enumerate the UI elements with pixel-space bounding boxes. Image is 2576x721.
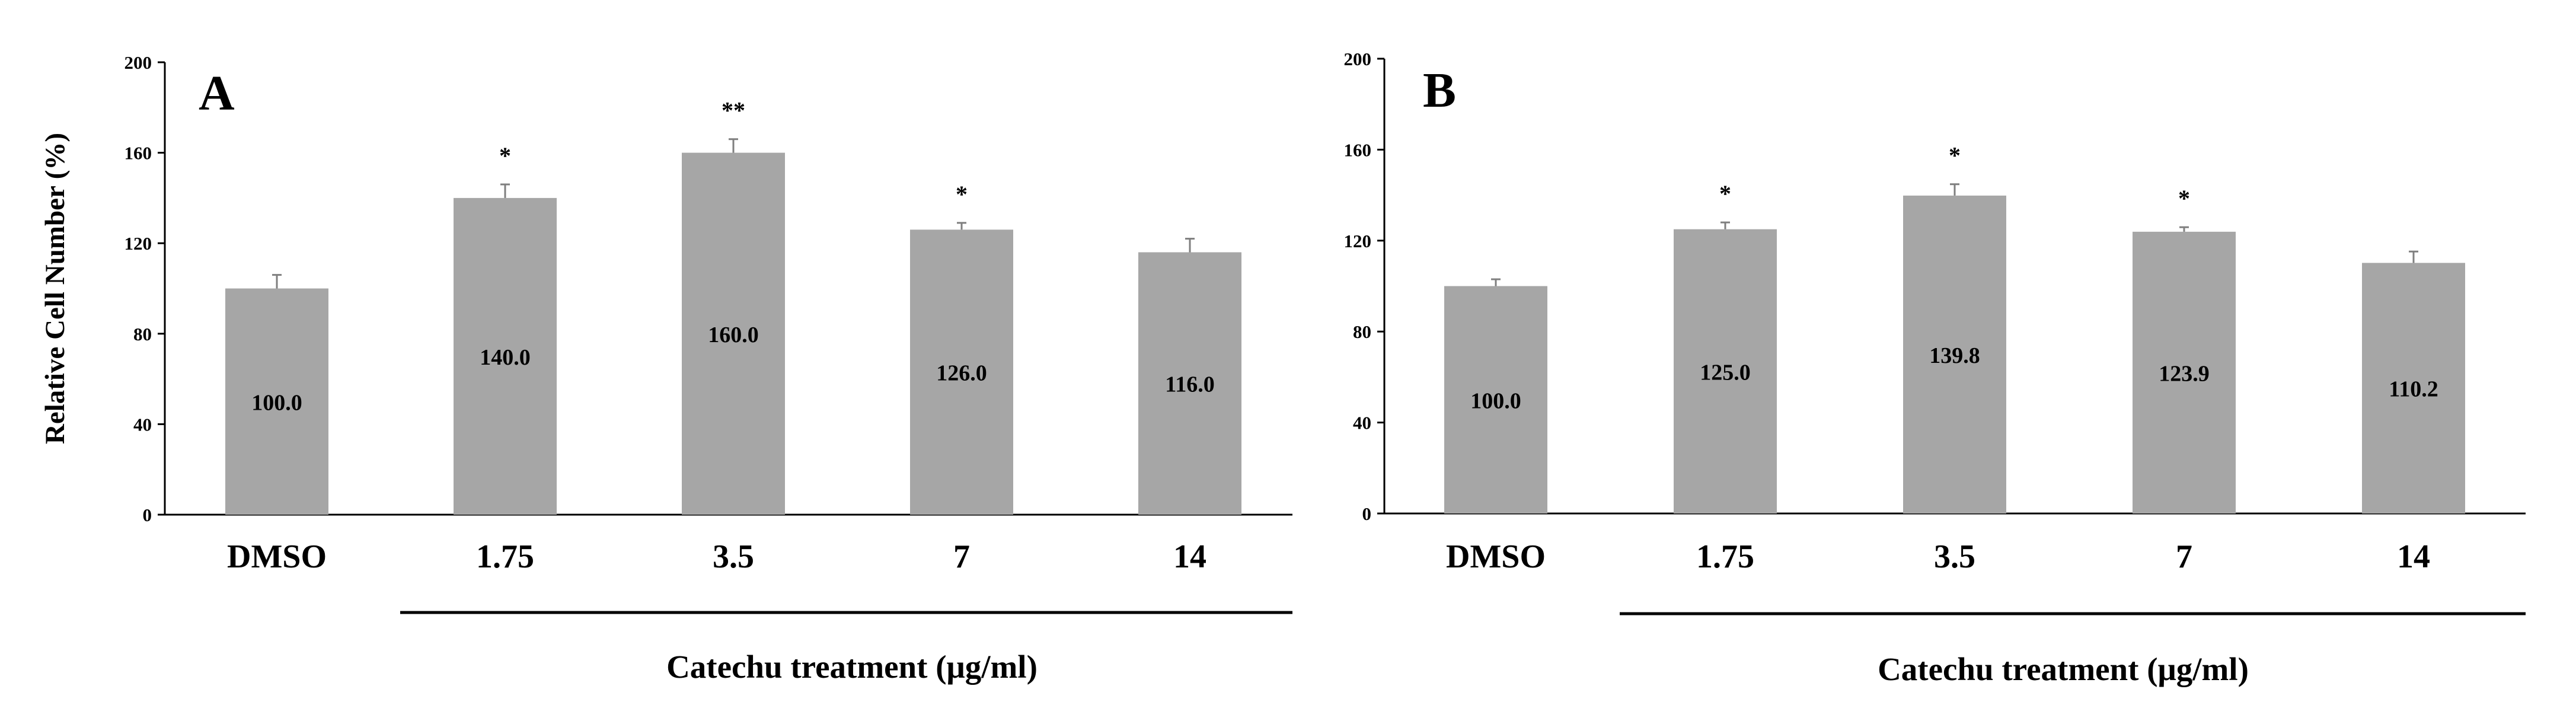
data-label: 116.0 bbox=[1165, 372, 1214, 397]
x-tick-label: 1.75 bbox=[1696, 538, 1754, 575]
x-tick-label: DMSO bbox=[227, 538, 327, 575]
significance-marker: * bbox=[956, 181, 968, 208]
y-tick-label: 160 bbox=[125, 143, 152, 164]
bar-1-75 bbox=[454, 197, 557, 515]
x-tick-label: 7 bbox=[953, 538, 970, 575]
y-tick-label: 200 bbox=[1344, 49, 1372, 69]
data-label: 160.0 bbox=[708, 323, 759, 347]
y-tick-label: 80 bbox=[133, 324, 152, 344]
x-tick-label: 14 bbox=[2397, 538, 2430, 575]
significance-marker: ** bbox=[722, 97, 745, 124]
y-tick-label: 0 bbox=[1362, 503, 1372, 524]
x-tick-label: 7 bbox=[2176, 538, 2192, 575]
bar-3-5 bbox=[682, 152, 785, 515]
panel-label: B bbox=[1423, 63, 1456, 118]
bar-1-75 bbox=[1674, 229, 1777, 513]
data-label: 139.8 bbox=[1929, 343, 1980, 368]
significance-marker: * bbox=[1719, 180, 1731, 207]
y-tick-label: 0 bbox=[143, 505, 152, 525]
data-label: 126.0 bbox=[936, 361, 987, 386]
significance-marker: * bbox=[1949, 142, 1961, 169]
data-label: 123.9 bbox=[2159, 361, 2210, 386]
bar-3-5 bbox=[1903, 195, 2006, 513]
y-tick-label: 160 bbox=[1344, 139, 1372, 160]
y-tick-label: 200 bbox=[125, 52, 152, 73]
bar-dmso bbox=[225, 288, 328, 515]
bar-dmso bbox=[1444, 286, 1547, 513]
x-axis-label: Catechu treatment (μg/ml) bbox=[1878, 651, 2249, 687]
y-tick-label: 120 bbox=[125, 233, 152, 254]
y-tick-label: 40 bbox=[1353, 413, 1371, 433]
significance-marker: * bbox=[499, 142, 511, 169]
panel-b-chart: 0 40 80 120 160 200 100.0 DMSO 125.0 * 1.75 139.8 * 3… bbox=[1344, 49, 2526, 687]
data-label: 100.0 bbox=[251, 390, 302, 415]
panel-a-chart: 04080120160200100.0DMSO140.0*1.75160.0**… bbox=[40, 52, 1292, 685]
y-tick-label: 120 bbox=[1344, 231, 1372, 251]
y-axis-label: Relative Cell Number (%) bbox=[40, 133, 71, 444]
y-tick-label: 80 bbox=[1353, 321, 1371, 342]
bar-7 bbox=[2133, 231, 2236, 513]
x-tick-label: DMSO bbox=[1446, 538, 1546, 575]
data-label: 140.0 bbox=[480, 345, 531, 370]
bar-14 bbox=[2362, 263, 2465, 513]
data-label: 125.0 bbox=[1700, 360, 1751, 385]
data-label: 100.0 bbox=[1470, 388, 1521, 413]
y-tick-label: 40 bbox=[133, 414, 152, 435]
x-tick-label: 1.75 bbox=[476, 538, 534, 575]
panel-label: A bbox=[199, 66, 235, 121]
bar-14 bbox=[1138, 252, 1241, 515]
x-tick-label: 3.5 bbox=[1934, 538, 1975, 575]
x-axis-label: Catechu treatment (μg/ml) bbox=[666, 649, 1038, 685]
data-label: 110.2 bbox=[2389, 377, 2438, 402]
bar-7 bbox=[910, 229, 1013, 515]
x-tick-label: 14 bbox=[1173, 538, 1206, 575]
significance-marker: * bbox=[2178, 185, 2190, 212]
x-tick-label: 3.5 bbox=[713, 538, 754, 575]
